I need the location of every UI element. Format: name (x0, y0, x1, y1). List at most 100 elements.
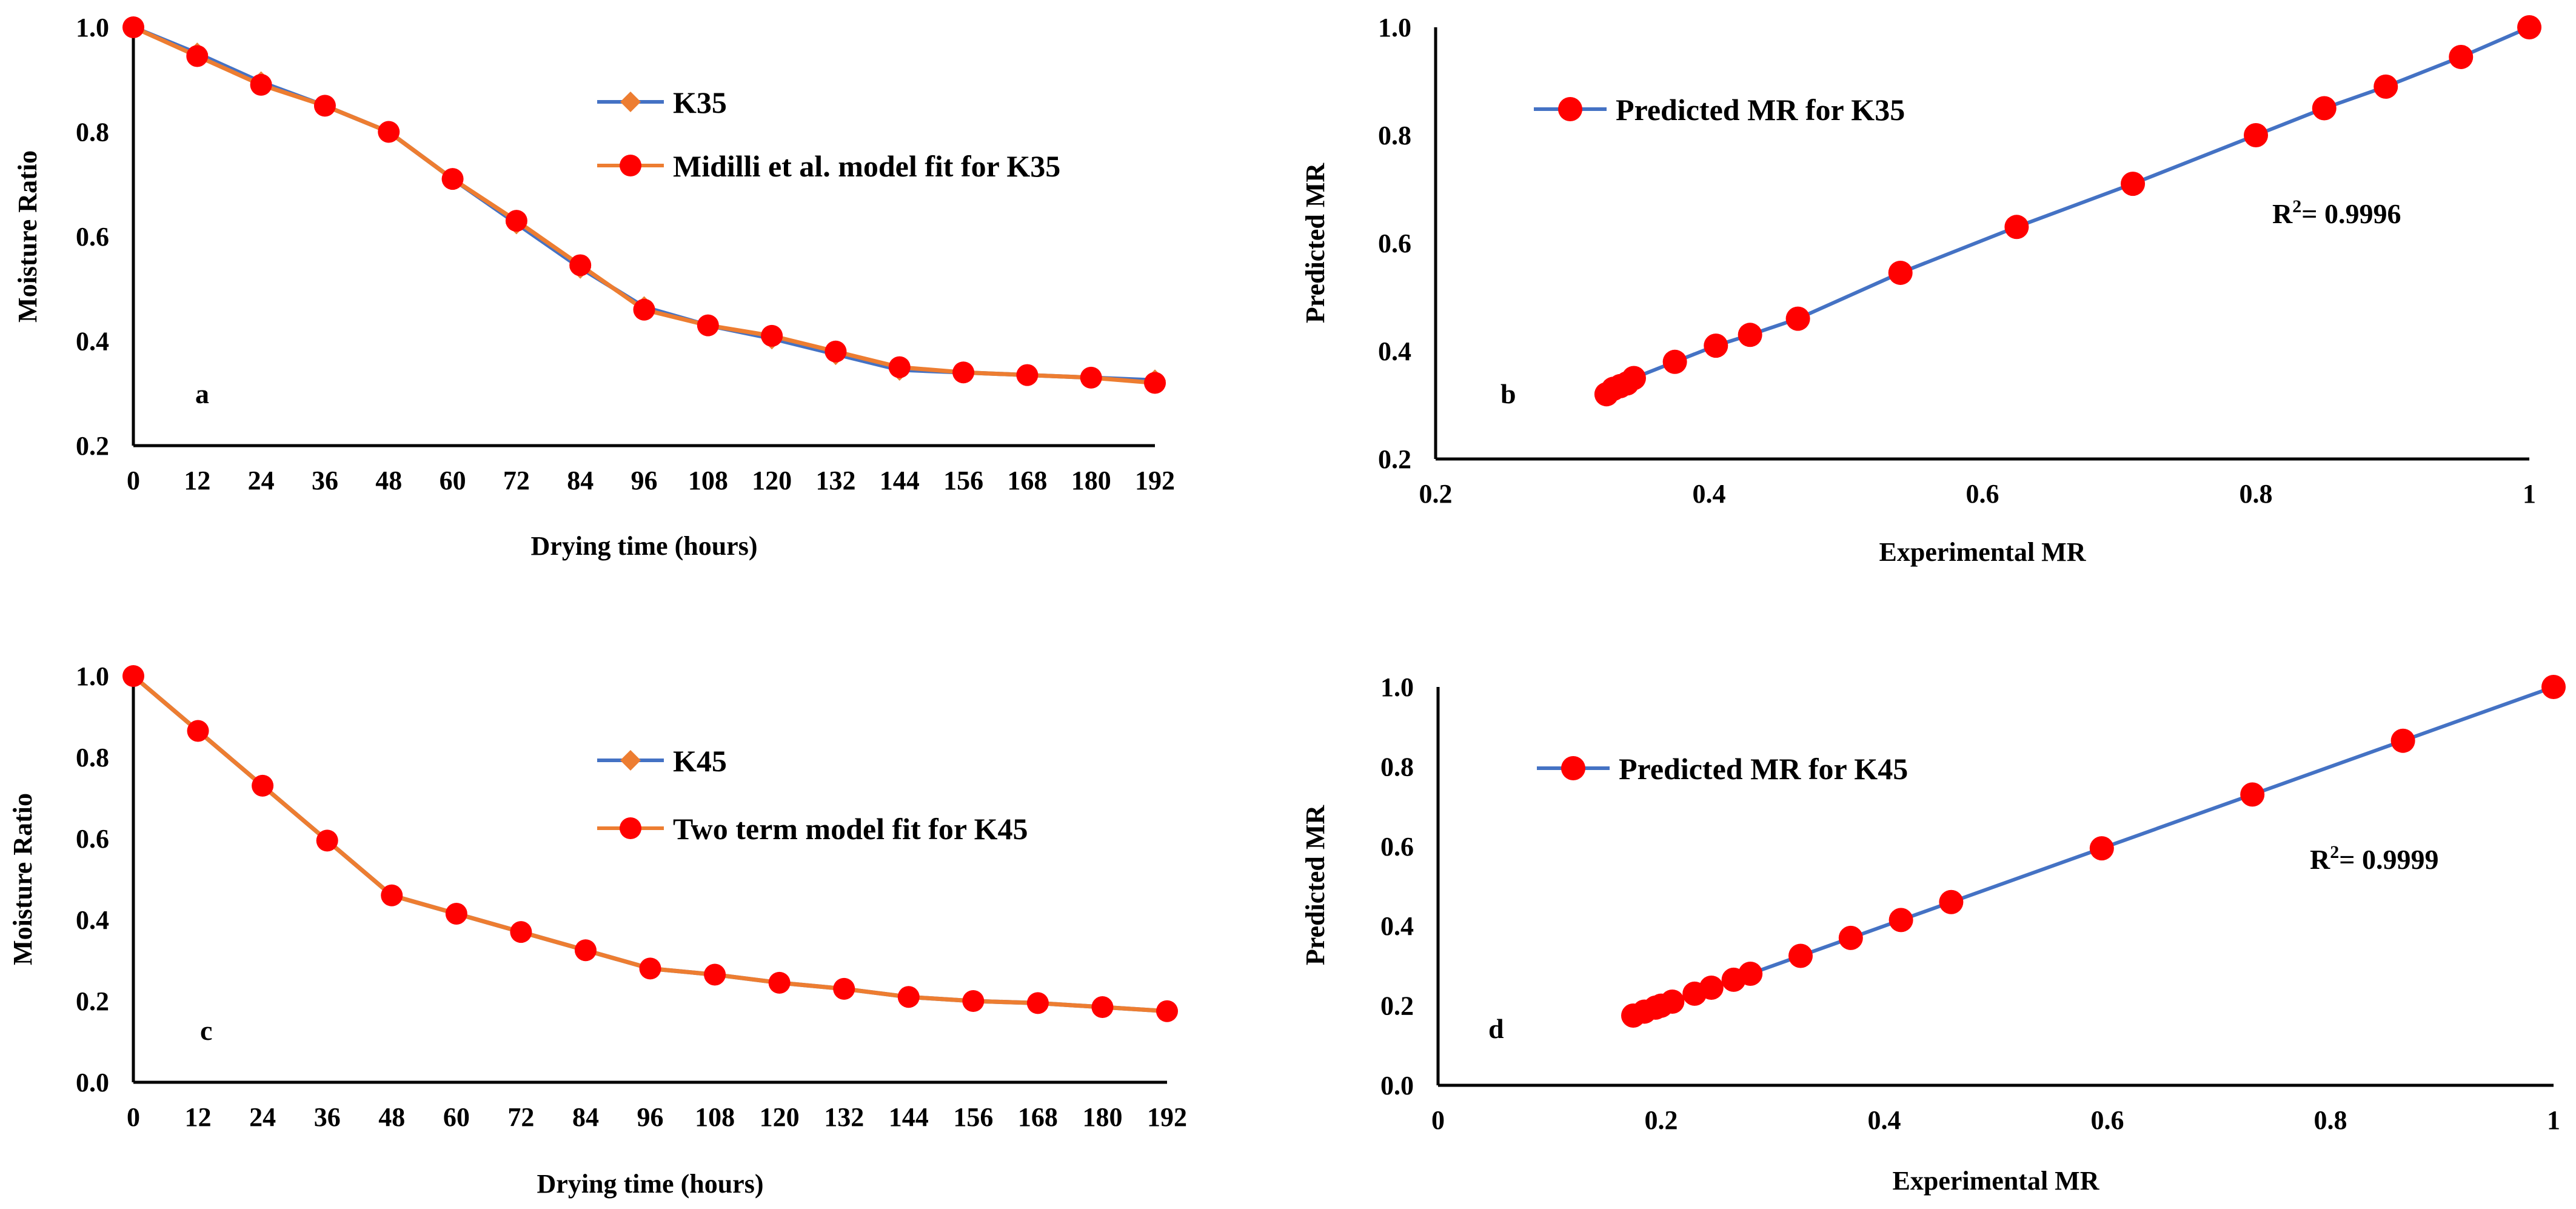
x-tick-label: 180 (1071, 466, 1111, 495)
data-point (250, 73, 272, 96)
x-tick-label: 0.8 (2314, 1105, 2347, 1135)
x-tick-label: 96 (637, 1102, 664, 1132)
x-tick-label: 0.6 (2091, 1105, 2124, 1135)
legend-label: Predicted MR for K35 (1616, 93, 1905, 127)
x-tick-label: 12 (185, 1102, 212, 1132)
x-tick-label: 144 (880, 466, 920, 495)
x-tick-label: 0.2 (1645, 1105, 1678, 1135)
y-tick-label: 0.4 (76, 905, 109, 935)
legend-label: K35 (673, 85, 727, 119)
y-tick-label: 0.6 (1378, 229, 1411, 258)
y-tick-label: 1.0 (1380, 672, 1414, 702)
data-point (1939, 889, 1964, 914)
y-axis-title: Predicted MR (1300, 162, 1330, 324)
x-tick-label: 0.2 (1419, 479, 1453, 509)
data-point (186, 45, 209, 67)
y-tick-label: 0.6 (76, 222, 109, 252)
x-tick-label: 0 (127, 1102, 140, 1132)
y-tick-label: 0.6 (1380, 832, 1414, 862)
data-point (574, 939, 597, 962)
y-tick-label: 0.4 (76, 327, 109, 357)
data-point (825, 340, 847, 363)
x-axis-title: Experimental MR (1879, 537, 2087, 567)
legend-label: Two term model fit for K45 (673, 812, 1028, 846)
data-point (962, 990, 985, 1012)
data-point (1889, 908, 1913, 933)
y-tick-label: 0.0 (1380, 1071, 1414, 1100)
y-tick-label: 0.2 (76, 986, 109, 1016)
x-tick-label: 60 (443, 1102, 470, 1132)
data-point (2541, 675, 2566, 699)
data-point (122, 665, 144, 687)
data-point (1721, 967, 1746, 992)
data-point (1026, 992, 1049, 1014)
x-tick-label: 120 (760, 1102, 800, 1132)
series-line-K35 (132, 25, 1156, 383)
x-tick-label: 0 (1431, 1105, 1445, 1135)
data-point (1682, 981, 1707, 1006)
data-point (2312, 96, 2337, 121)
data-point (761, 324, 783, 347)
data-point (1838, 925, 1863, 950)
legend-marker-circle (620, 817, 641, 839)
data-point (1091, 996, 1114, 1019)
y-tick-label: 0.0 (76, 1068, 109, 1097)
data-point (1662, 349, 1687, 374)
x-tick-label: 0.4 (1693, 479, 1726, 509)
x-tick-label: 1 (2547, 1105, 2560, 1135)
data-point (2004, 215, 2029, 239)
chart-d: 0.0 0.2 0.4 0.6 0.8 1.0 0 0.2 0.4 0.6 0.8 1 Predicte… (1300, 672, 2566, 1196)
chart-a: 0.2 0.4 0.6 0.8 1.0 0 12 24 36 48 60 72 84 96 108 120 13… (13, 13, 1175, 561)
x-tick-label: 156 (943, 466, 983, 495)
x-tick-label: 60 (440, 466, 466, 495)
data-point (768, 971, 791, 994)
x-axis-title: Drying time (hours) (531, 531, 758, 561)
x-tick-label: 0 (127, 466, 140, 495)
y-tick-label: 0.4 (1378, 337, 1411, 366)
data-point (1888, 260, 1913, 285)
data-point (1738, 323, 1762, 347)
y-tick-label: 0.2 (1378, 444, 1411, 474)
data-point (1788, 943, 1813, 968)
legend-marker-circle (1558, 97, 1582, 121)
data-point (122, 16, 144, 38)
x-tick-label: 144 (889, 1102, 929, 1132)
data-point (897, 986, 920, 1008)
data-point (1016, 364, 1039, 386)
y-axis-title: Moisture Ratio (8, 793, 38, 965)
x-tick-label: 120 (752, 466, 792, 495)
data-point (1704, 333, 1728, 358)
y-tick-label: 0.8 (1378, 121, 1411, 150)
x-tick-label: 168 (1007, 466, 1047, 495)
x-tick-label: 24 (249, 1102, 276, 1132)
y-tick-label: 1.0 (76, 13, 109, 42)
x-tick-label: 1 (2523, 479, 2536, 509)
data-point (2089, 836, 2114, 861)
x-tick-label: 0.8 (2240, 479, 2273, 509)
data-point (252, 774, 274, 797)
x-tick-label: 108 (695, 1102, 735, 1132)
r-squared-annotation: R2= 0.9999 (2310, 842, 2438, 875)
x-tick-label: 156 (953, 1102, 993, 1132)
chart-b: 0.2 0.4 0.6 0.8 1.0 0.2 0.4 0.6 0.8 1 Predicted MR… (1300, 13, 2541, 567)
data-point (2390, 728, 2415, 753)
x-axis-title: Drying time (hours) (537, 1169, 764, 1199)
legend-label: Midilli et al. model fit for K35 (673, 149, 1060, 183)
data-point (697, 314, 719, 337)
data-point (1785, 306, 1810, 331)
legend-marker-circle (1561, 756, 1585, 780)
x-tick-label: 48 (378, 1102, 405, 1132)
x-tick-label: 192 (1135, 466, 1175, 495)
data-point (1594, 382, 1619, 407)
y-tick-label: 0.8 (76, 743, 109, 772)
data-point (441, 168, 464, 190)
x-tick-label: 0.6 (1966, 479, 1999, 509)
data-point (2374, 74, 2398, 99)
data-point (505, 210, 527, 232)
data-point (2240, 782, 2265, 807)
legend-label: Predicted MR for K45 (1619, 752, 1908, 786)
panel-label: a (195, 378, 209, 409)
x-tick-label: 132 (815, 466, 855, 495)
y-tick-label: 0.2 (76, 431, 109, 461)
